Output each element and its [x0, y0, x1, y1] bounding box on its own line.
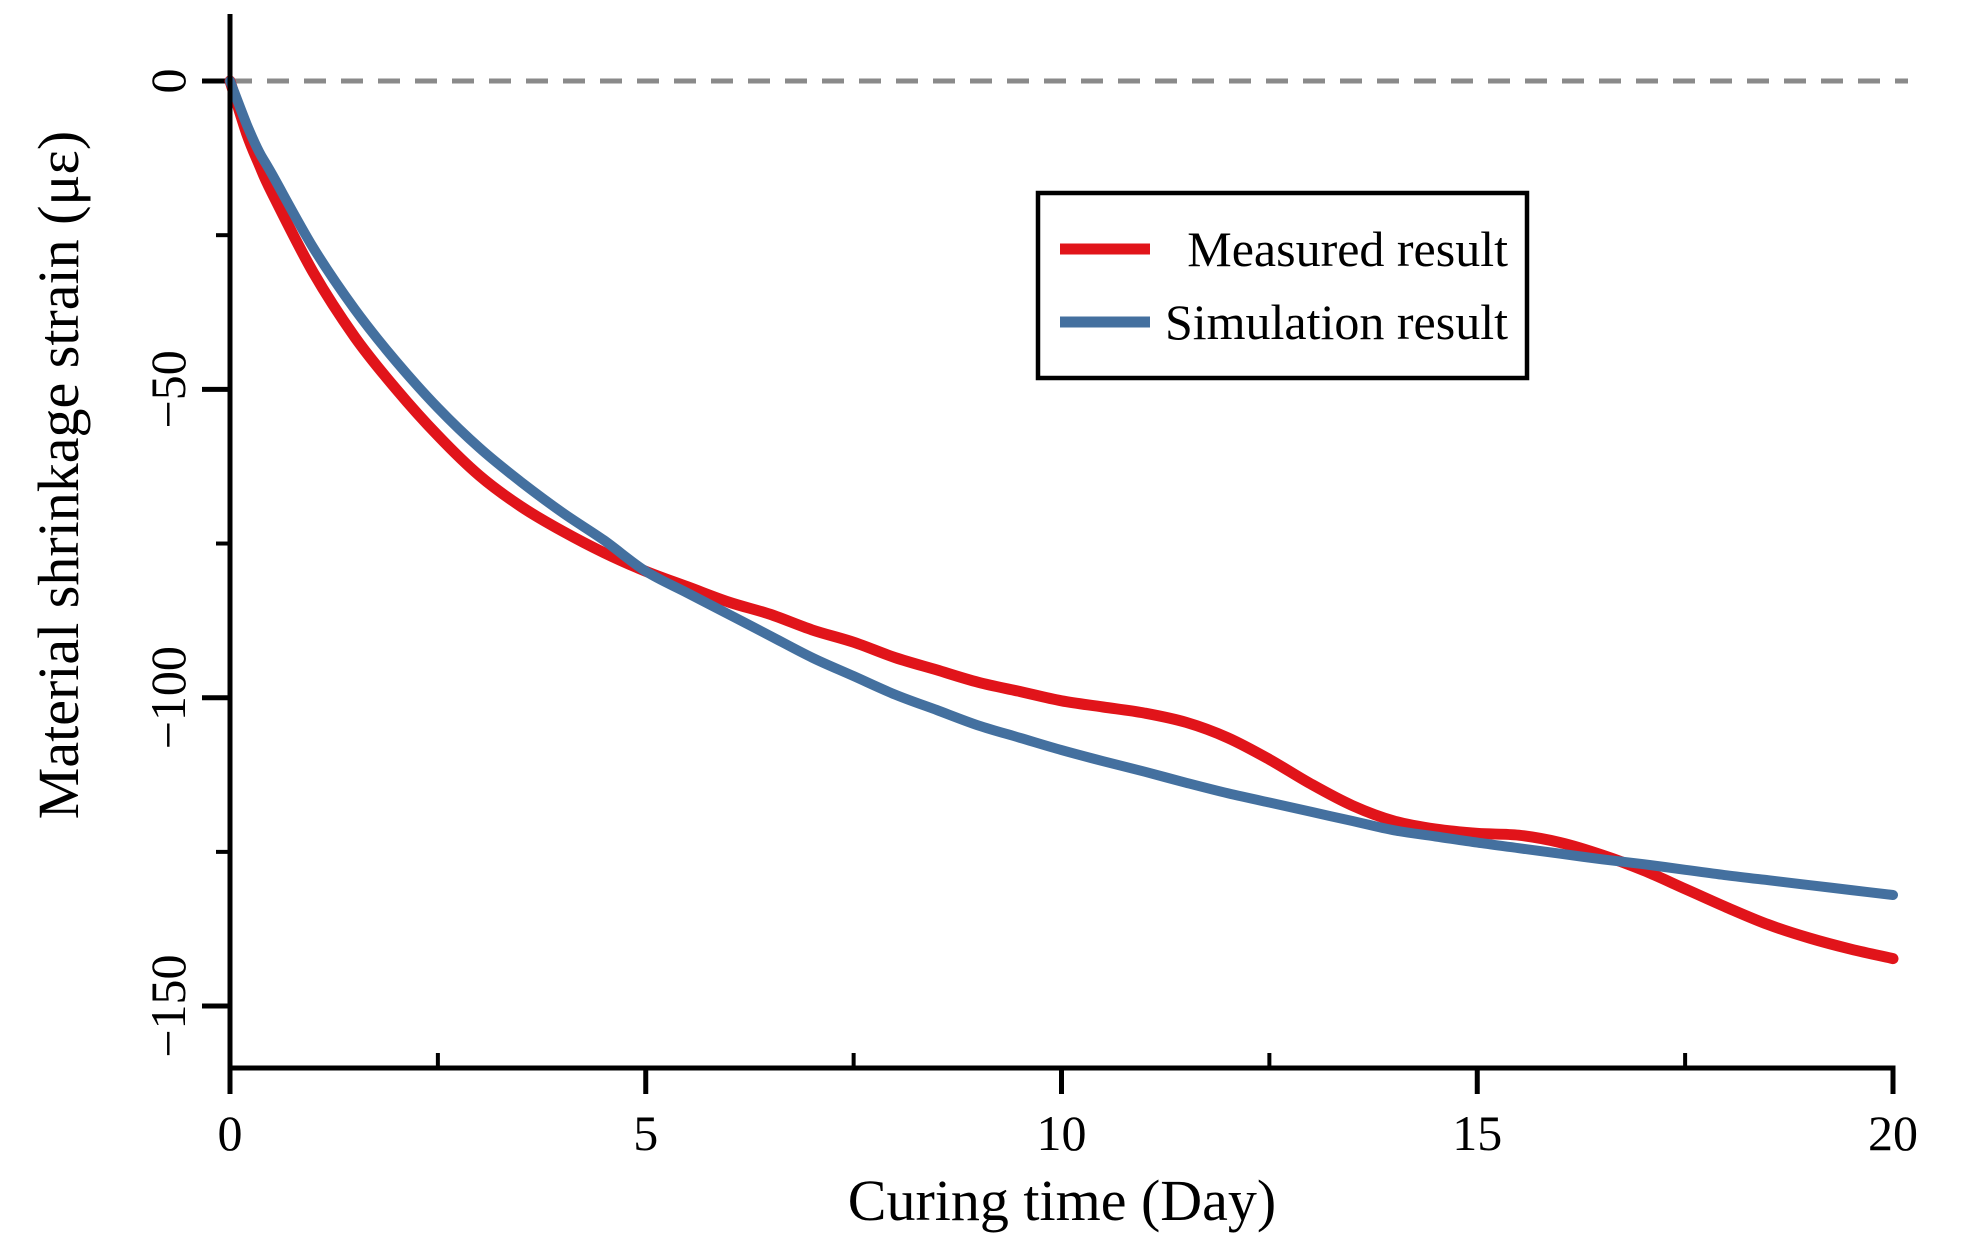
y-tick-label: −150 [140, 954, 196, 1057]
legend-label-simulation: Simulation result [1165, 294, 1508, 350]
x-tick-label: 10 [1037, 1105, 1087, 1161]
legend-label-measured: Measured result [1187, 221, 1508, 277]
x-tick-label: 15 [1452, 1105, 1502, 1161]
x-tick-label: 20 [1868, 1105, 1918, 1161]
x-tick-label: 0 [218, 1105, 243, 1161]
legend: Measured result Simulation result [1035, 190, 1530, 381]
y-tick-label: −50 [140, 350, 196, 428]
x-axis-title: Curing time (Day) [848, 1168, 1276, 1233]
legend-box [1035, 190, 1530, 381]
y-tick-label: −100 [140, 646, 196, 749]
y-tick-label: 0 [140, 69, 196, 94]
series-line-simulation-result [225, 76, 1898, 900]
data-series [224, 75, 1899, 965]
y-axis-title: Material shrinkage strain (με) [26, 131, 91, 819]
axis-ticks: 0 5 10 15 20 0 −50 −100 −150 [140, 69, 1918, 1162]
x-tick-label: 5 [633, 1105, 658, 1161]
